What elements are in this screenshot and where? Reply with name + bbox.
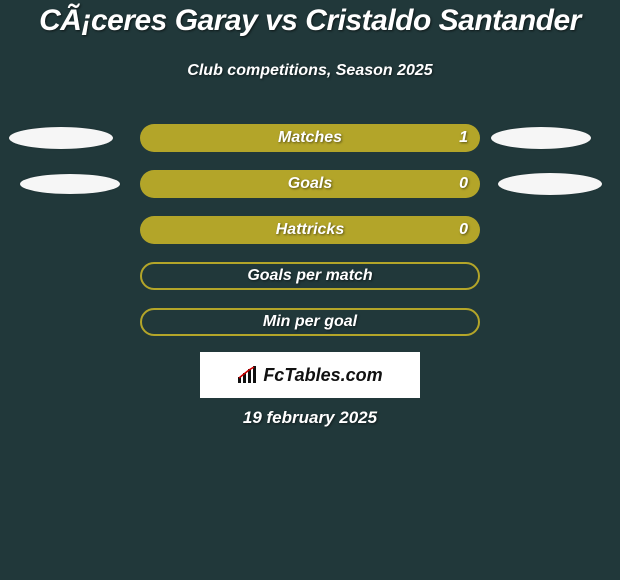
comparison-ellipse-right bbox=[491, 127, 591, 149]
stat-label: Matches bbox=[140, 124, 480, 152]
logo: FcTables.com bbox=[237, 365, 382, 386]
stat-label: Min per goal bbox=[140, 308, 480, 336]
stat-label: Goals per match bbox=[140, 262, 480, 290]
stat-value: 0 bbox=[459, 216, 468, 244]
comparison-ellipse-left bbox=[20, 174, 120, 194]
comparison-ellipse-left bbox=[9, 127, 113, 149]
comparison-ellipse-right bbox=[498, 173, 602, 195]
logo-text: FcTables.com bbox=[263, 365, 382, 386]
stat-value: 1 bbox=[459, 124, 468, 152]
stat-row: Goals per match bbox=[0, 262, 620, 290]
stat-label: Hattricks bbox=[140, 216, 480, 244]
infographic-canvas: CÃ¡ceres Garay vs Cristaldo Santander Cl… bbox=[0, 0, 620, 580]
date: 19 february 2025 bbox=[0, 408, 620, 428]
chart-icon bbox=[237, 366, 259, 384]
stat-row: Min per goal bbox=[0, 308, 620, 336]
stat-label: Goals bbox=[140, 170, 480, 198]
stat-value: 0 bbox=[459, 170, 468, 198]
stat-row: Hattricks0 bbox=[0, 216, 620, 244]
page-title: CÃ¡ceres Garay vs Cristaldo Santander bbox=[0, 4, 620, 38]
logo-box: FcTables.com bbox=[200, 352, 420, 398]
page-subtitle: Club competitions, Season 2025 bbox=[0, 62, 620, 80]
